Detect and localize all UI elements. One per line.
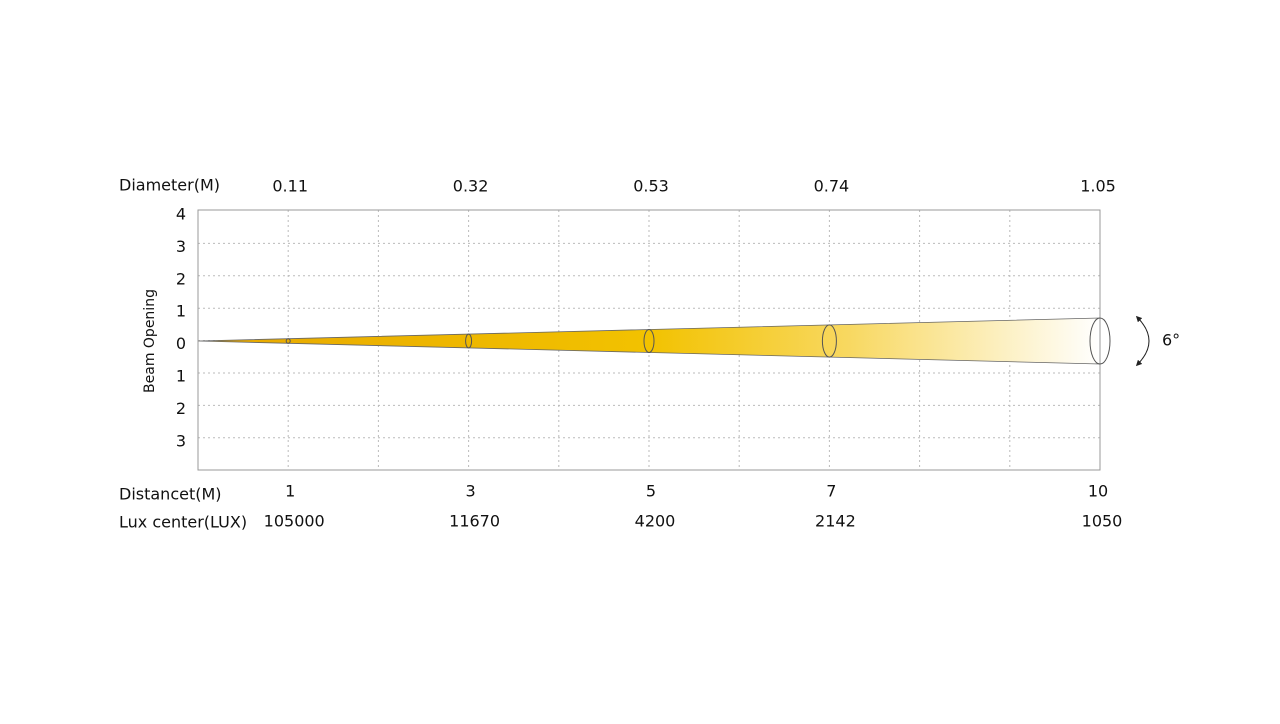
diameter-value: 0.74 bbox=[814, 177, 850, 196]
beam-section bbox=[285, 338, 291, 344]
y-tick-label: 4 bbox=[176, 205, 186, 224]
distance-value: 10 bbox=[1088, 482, 1108, 501]
lux-value: 2142 bbox=[815, 512, 856, 531]
distance-value: 3 bbox=[466, 482, 476, 501]
lux-value: 105000 bbox=[264, 512, 325, 531]
lux-value: 4200 bbox=[635, 512, 676, 531]
distance-value: 5 bbox=[646, 482, 656, 501]
angle-label: 6° bbox=[1162, 331, 1180, 350]
lux-value: 11670 bbox=[449, 512, 500, 531]
diameter-value: 1.05 bbox=[1080, 177, 1116, 196]
distance-value: 7 bbox=[826, 482, 836, 501]
beam-section bbox=[1089, 317, 1111, 365]
angle-arrow bbox=[1135, 315, 1150, 367]
y-tick-label: 1 bbox=[176, 367, 186, 386]
beam-section bbox=[465, 333, 473, 349]
y-tick-label: 0 bbox=[176, 334, 186, 353]
distance-value: 1 bbox=[285, 482, 295, 501]
y-axis-label: Beam Opening bbox=[142, 289, 158, 393]
diameter-label: Diameter(M) bbox=[119, 176, 220, 195]
diameter-value: 0.53 bbox=[633, 177, 669, 196]
beam-section bbox=[821, 324, 837, 358]
diameter-value: 0.32 bbox=[453, 177, 489, 196]
y-tick-label: 1 bbox=[176, 302, 186, 321]
y-tick-label: 3 bbox=[176, 237, 186, 256]
lux-value: 1050 bbox=[1082, 512, 1123, 531]
y-tick-label: 2 bbox=[176, 399, 186, 418]
y-tick-label: 3 bbox=[176, 431, 186, 450]
beam bbox=[197, 317, 1101, 365]
lux-label: Lux center(LUX) bbox=[119, 513, 247, 532]
diameter-value: 0.11 bbox=[272, 177, 308, 196]
plot-frame bbox=[197, 209, 1101, 471]
y-tick-label: 2 bbox=[176, 269, 186, 288]
distance-label: Distancet(M) bbox=[119, 485, 222, 504]
beam-section bbox=[643, 329, 655, 353]
